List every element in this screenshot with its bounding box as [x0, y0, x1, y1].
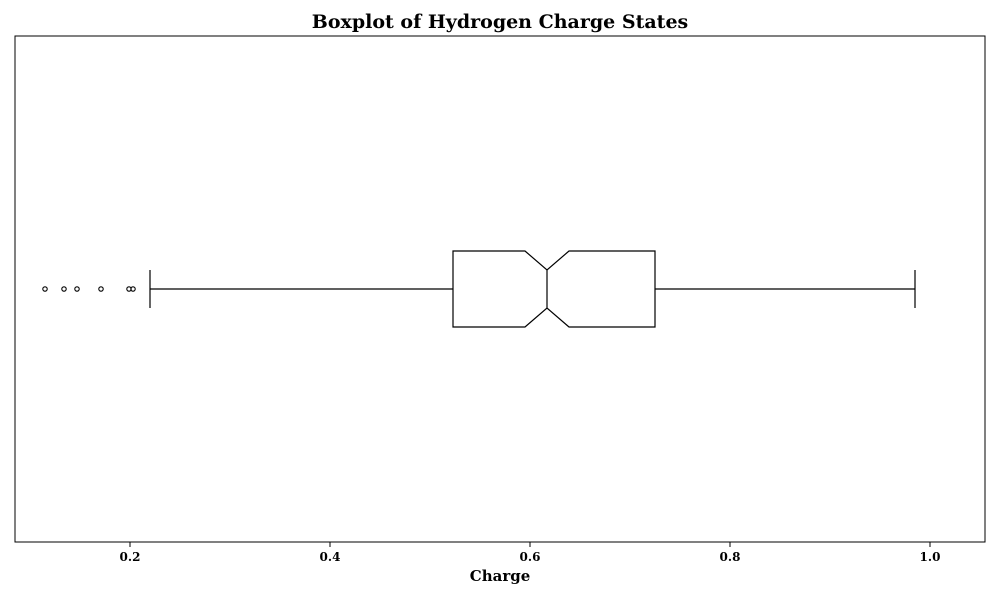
plot-frame: [14, 35, 986, 543]
chart-title: Boxplot of Hydrogen Charge States: [312, 11, 688, 33]
outlier-group: [42, 286, 136, 292]
x-tick-label: 0.6: [520, 550, 541, 564]
outlier-point: [61, 286, 67, 292]
outlier-point: [130, 286, 136, 292]
x-tick-label: 0.8: [720, 550, 741, 564]
notched-box: [452, 250, 656, 328]
x-tick-label: 1.0: [920, 550, 941, 564]
x-axis-ticks: 0.2 0.4 0.6 0.8 1.0: [120, 542, 941, 564]
x-tick-label: 0.2: [120, 550, 141, 564]
outlier-point: [98, 286, 104, 292]
x-axis-label: Charge: [470, 567, 531, 585]
box-group: [149, 250, 916, 328]
x-tick-label: 0.4: [320, 550, 341, 564]
outlier-point: [74, 286, 80, 292]
outlier-point: [42, 286, 48, 292]
